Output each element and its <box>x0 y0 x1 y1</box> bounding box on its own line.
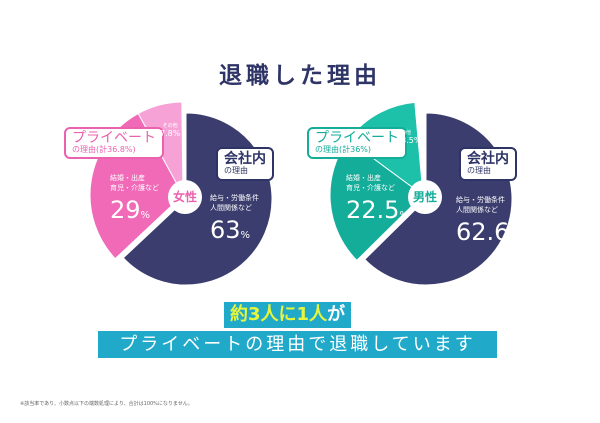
pct-sign: % <box>140 209 151 221</box>
female-private-group-label: プライベート の理由(計36.8%) <box>64 127 164 160</box>
caption: 結婚・出産 <box>346 174 381 182</box>
pct-sign: % <box>413 136 422 145</box>
private-title: プライベート <box>72 130 156 146</box>
caption: 人間関係など <box>210 203 252 212</box>
caption: 給与・労働条件 <box>456 196 505 204</box>
male-other-value: 13.5 <box>396 136 414 145</box>
pct-sign: % <box>399 209 409 221</box>
female-private-value: 29 <box>110 195 141 224</box>
caption: 人間関係など <box>456 205 498 214</box>
female-company-group-label: 会社内 の理由 <box>216 147 274 182</box>
pct-sign: % <box>172 129 181 138</box>
female-private-label: 結婚・出産 育児・介護など 29% <box>110 174 159 222</box>
headline-banner: 約3人に1人が <box>224 302 352 328</box>
male-private-group-label: プライベート の理由(計36%) <box>307 127 407 160</box>
company-title: 会社内 <box>224 151 266 167</box>
pct-sign: % <box>240 229 251 241</box>
page-title: 退職した理由 <box>219 63 381 89</box>
company-subtitle: の理由 <box>467 166 491 176</box>
male-private-value: 22.5 <box>346 195 400 224</box>
headline-highlight: 約3人に1人 <box>230 304 328 325</box>
female-center-label: 女性 <box>168 180 202 214</box>
female-company-value: 63 <box>210 215 241 244</box>
footnote: ※該当率であり、小数点以下の端数処理により、合計は100%になりません。 <box>20 401 193 407</box>
caption: 育児・介護など <box>110 183 159 192</box>
male-other-label: その他 13.5% <box>396 130 421 146</box>
company-subtitle: の理由 <box>224 166 248 176</box>
other-caption: その他 <box>162 123 178 129</box>
female-other-label: その他 7.8% <box>160 123 180 139</box>
male-center-label: 男性 <box>408 180 442 214</box>
headline-suffix: が <box>327 304 346 325</box>
company-title: 会社内 <box>467 151 509 167</box>
pct-sign: % <box>509 231 519 243</box>
male-private-label: 結婚・出産 育児・介護など 22.5% <box>346 174 409 222</box>
private-subtitle: の理由(計36.8%) <box>72 145 136 155</box>
caption: 結婚・出産 <box>110 174 145 182</box>
male-company-group-label: 会社内 の理由 <box>459 147 517 182</box>
private-title: プライベート <box>315 130 399 146</box>
subheadline-banner: プライベートの理由で退職しています <box>98 331 497 358</box>
private-subtitle: の理由(計36%) <box>315 145 372 155</box>
male-company-label: 給与・労働条件 人間関係など 62.6% <box>456 196 519 244</box>
male-company-value: 62.6 <box>456 217 510 246</box>
caption: 育児・介護など <box>346 183 395 192</box>
female-other-value: 7.8 <box>160 129 173 138</box>
female-company-label: 給与・労働条件 人間関係など 63% <box>210 194 259 242</box>
caption: 給与・労働条件 <box>210 194 259 202</box>
other-caption: その他 <box>396 130 412 136</box>
